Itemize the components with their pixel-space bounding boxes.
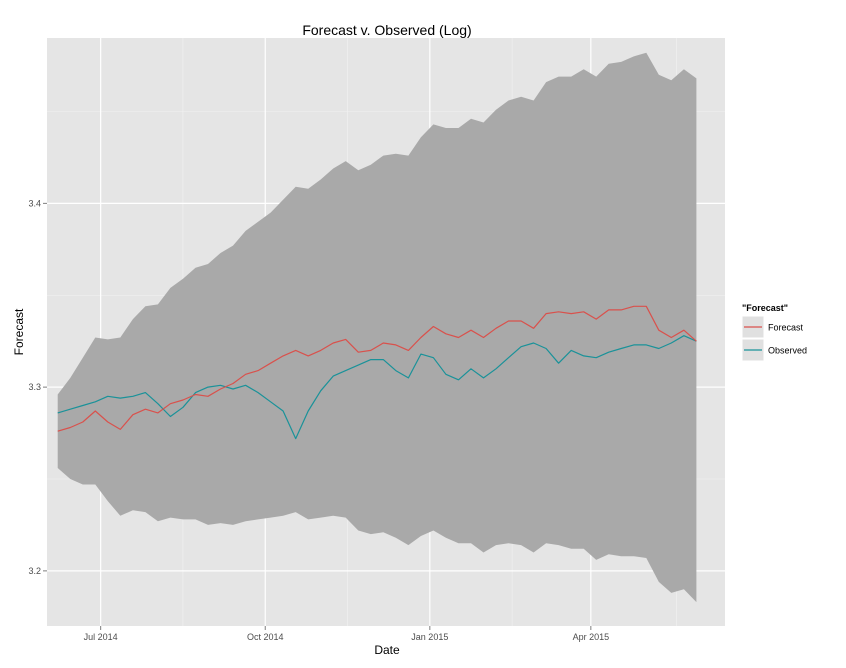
y-axis-title: Forecast	[12, 308, 26, 355]
legend-item-forecast: Forecast	[741, 315, 804, 339]
x-tick-label: Apr 2015	[573, 632, 610, 642]
y-tick-label: 3.4	[28, 198, 41, 208]
legend-item-observed: Observed	[741, 338, 807, 362]
y-tick-label: 3.3	[28, 382, 41, 392]
x-axis: Jul 2014 Oct 2014 Jan 2015 Apr 2015	[84, 626, 609, 642]
legend-label: Forecast	[768, 323, 804, 333]
legend-label: Observed	[768, 346, 807, 356]
confidence-band	[57, 52, 697, 603]
chart-title: Forecast v. Observed (Log)	[302, 22, 471, 38]
series-lines	[57, 305, 697, 440]
legend: "Forecast" Forecast Observed	[741, 303, 807, 362]
legend-title: "Forecast"	[742, 303, 788, 313]
series-line-forecast	[57, 305, 697, 432]
x-tick-label: Oct 2014	[247, 632, 284, 642]
x-tick-label: Jul 2014	[84, 632, 118, 642]
x-axis-title: Date	[374, 643, 400, 657]
y-axis: 3.2 3.3 3.4	[28, 198, 47, 576]
y-tick-label: 3.2	[28, 566, 41, 576]
series-line-observed	[57, 335, 697, 440]
x-tick-label: Jan 2015	[411, 632, 448, 642]
